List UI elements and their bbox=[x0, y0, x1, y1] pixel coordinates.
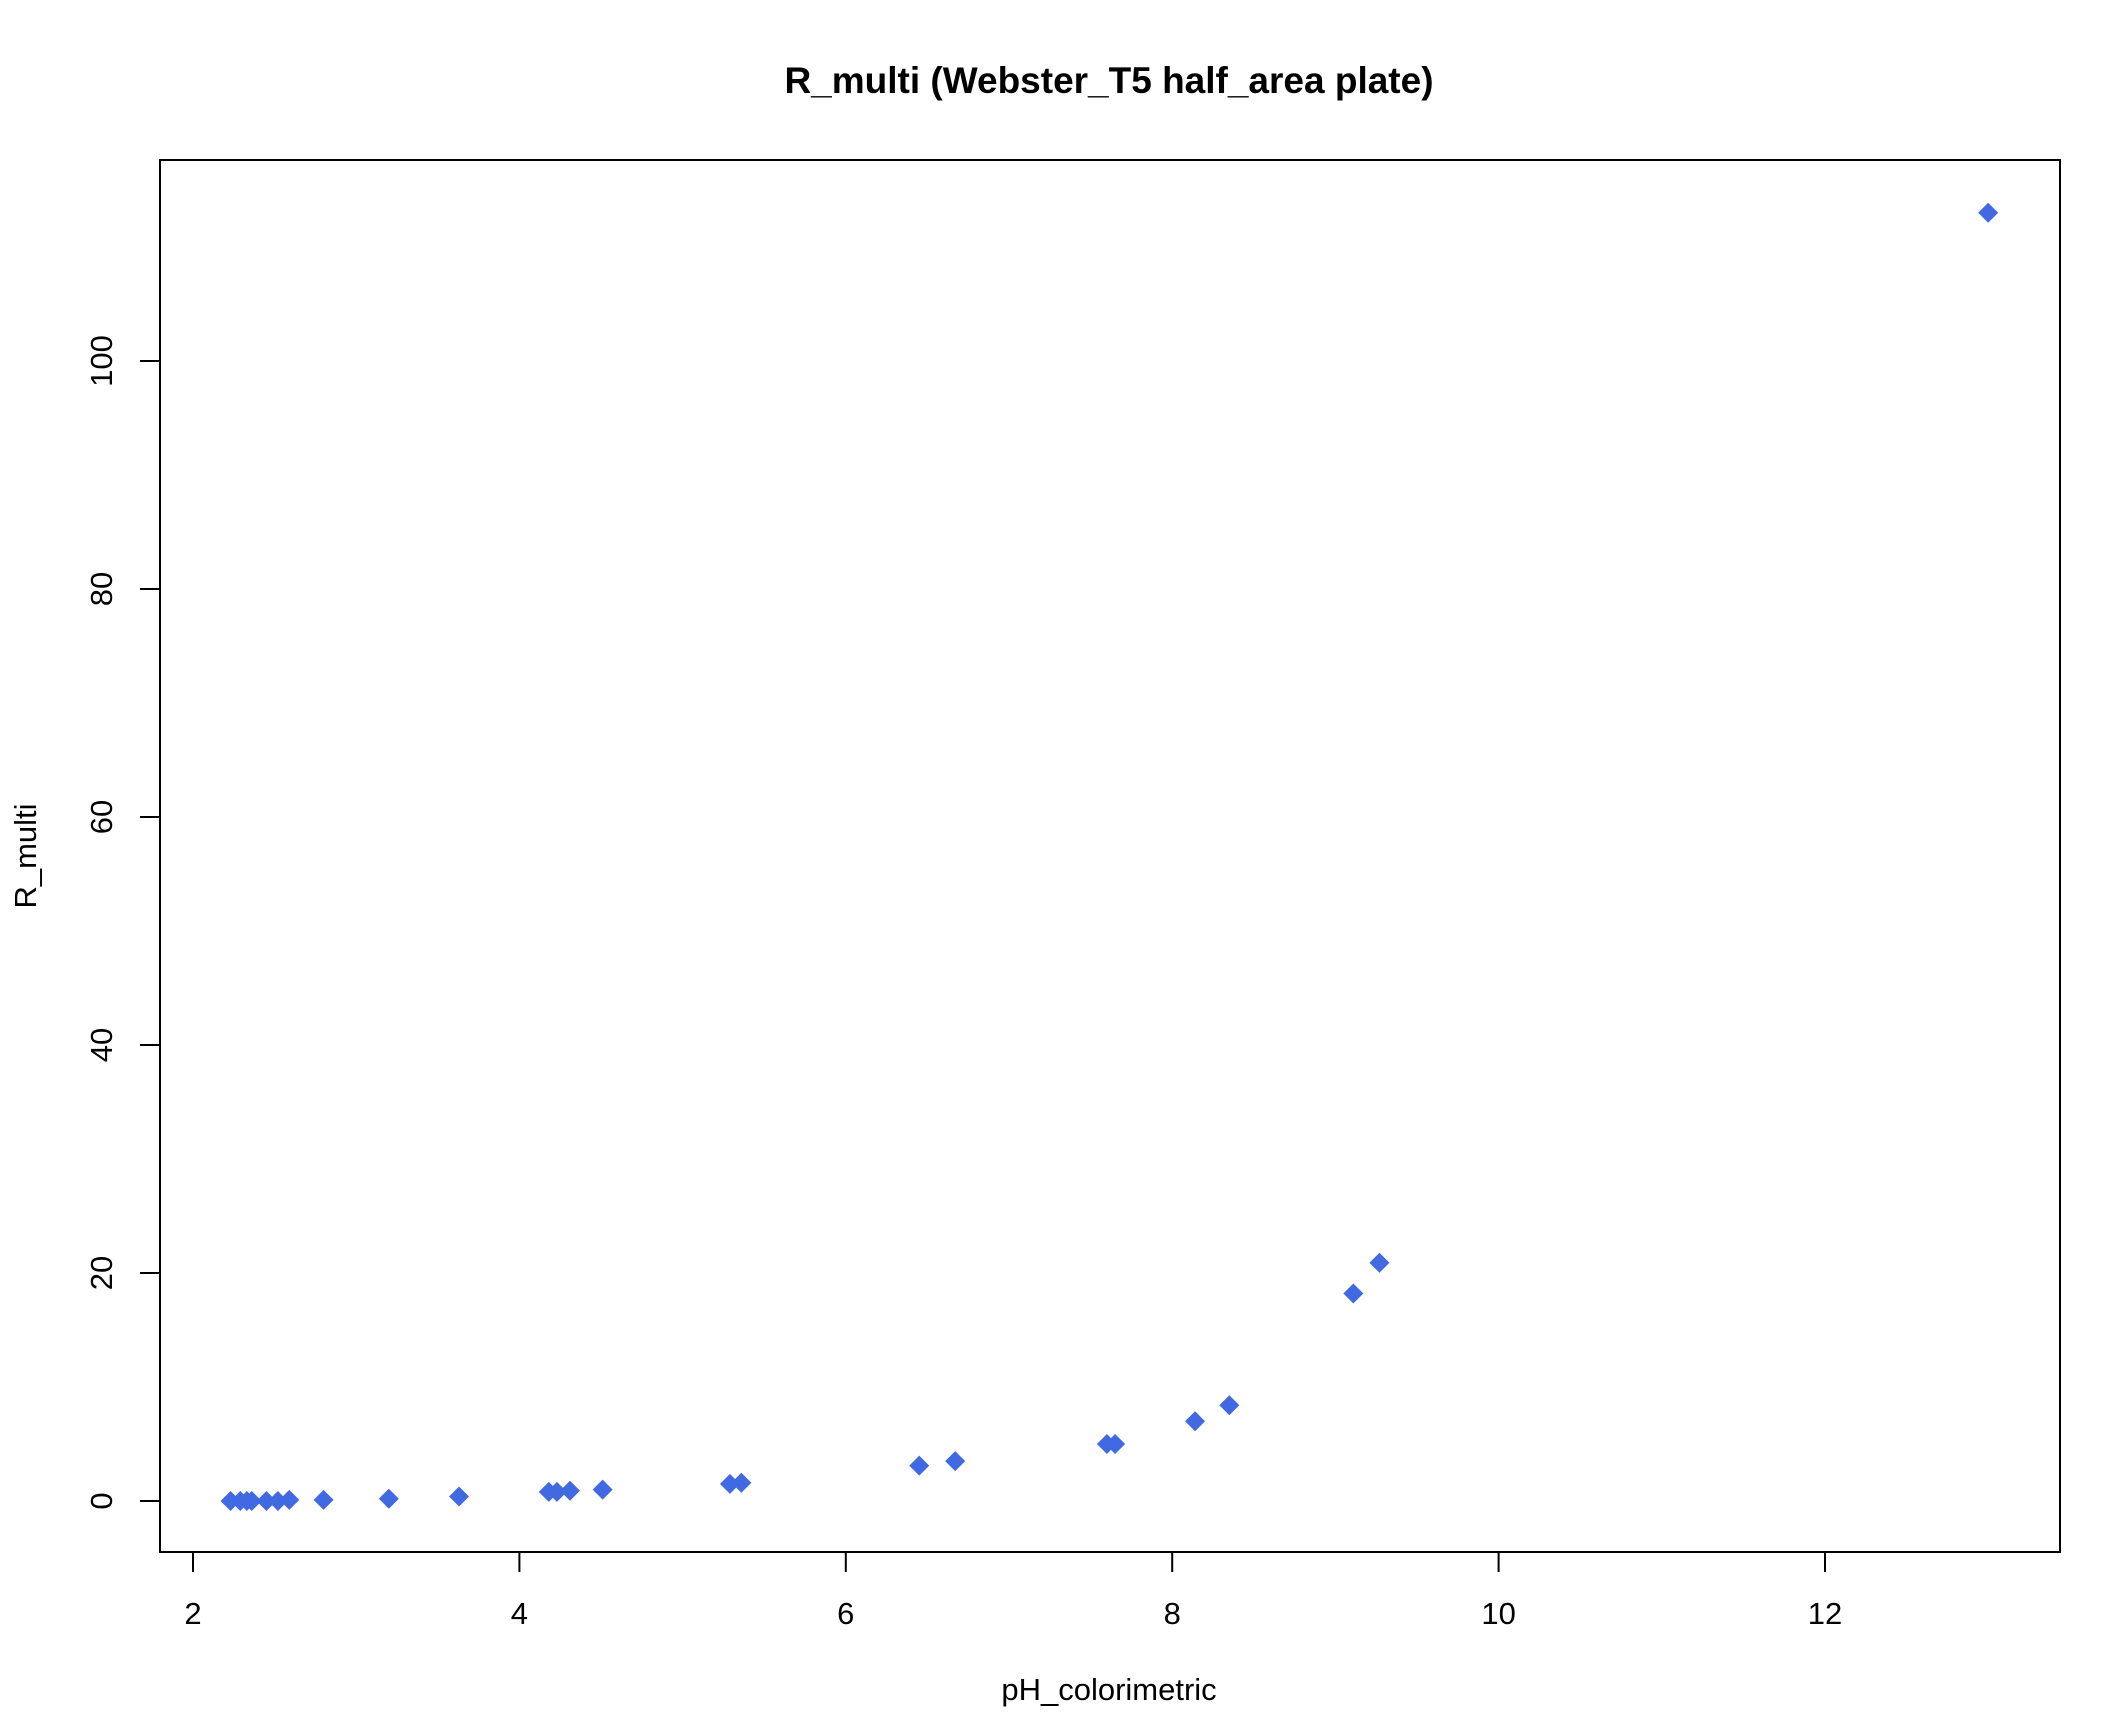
data-point bbox=[279, 1489, 300, 1510]
y-tick-label: 80 bbox=[84, 572, 119, 606]
data-points bbox=[220, 202, 1999, 1511]
data-point bbox=[313, 1489, 334, 1510]
x-tick-label: 4 bbox=[511, 1596, 528, 1631]
data-point bbox=[945, 1451, 966, 1472]
data-point bbox=[1343, 1283, 1364, 1304]
data-point bbox=[1369, 1252, 1390, 1273]
x-tick-label: 10 bbox=[1481, 1596, 1515, 1631]
y-tick-label: 0 bbox=[84, 1492, 119, 1509]
x-tick-label: 12 bbox=[1808, 1596, 1842, 1631]
y-tick-label: 100 bbox=[84, 335, 119, 387]
y-axis-label: R_multi bbox=[8, 803, 43, 908]
data-point bbox=[559, 1480, 580, 1501]
data-point bbox=[1105, 1434, 1126, 1454]
data-point bbox=[378, 1488, 399, 1509]
y-axis: 0 20 40 60 80 100 bbox=[84, 335, 161, 1510]
x-tick-label: 6 bbox=[837, 1596, 854, 1631]
x-tick-label: 8 bbox=[1164, 1596, 1181, 1631]
x-axis: 2 4 6 8 10 12 bbox=[184, 1551, 1842, 1631]
data-point bbox=[719, 1473, 740, 1494]
data-point bbox=[241, 1491, 262, 1511]
data-point bbox=[592, 1479, 613, 1500]
data-point bbox=[267, 1491, 288, 1511]
x-tick-label: 2 bbox=[184, 1596, 201, 1631]
data-point bbox=[546, 1481, 567, 1502]
data-point bbox=[1219, 1395, 1240, 1416]
x-axis-label: pH_colorimetric bbox=[1001, 1672, 1216, 1707]
data-point bbox=[731, 1472, 752, 1493]
y-tick-label: 60 bbox=[84, 800, 119, 834]
chart-title: R_multi (Webster_T5 half_area plate) bbox=[784, 60, 1433, 101]
data-point bbox=[256, 1491, 277, 1511]
y-tick-label: 20 bbox=[84, 1256, 119, 1290]
y-tick-label: 40 bbox=[84, 1028, 119, 1062]
data-point bbox=[1978, 202, 1999, 223]
plot-frame bbox=[159, 159, 2061, 1553]
data-point bbox=[1185, 1411, 1206, 1432]
data-point bbox=[449, 1486, 470, 1507]
data-point bbox=[909, 1455, 930, 1476]
